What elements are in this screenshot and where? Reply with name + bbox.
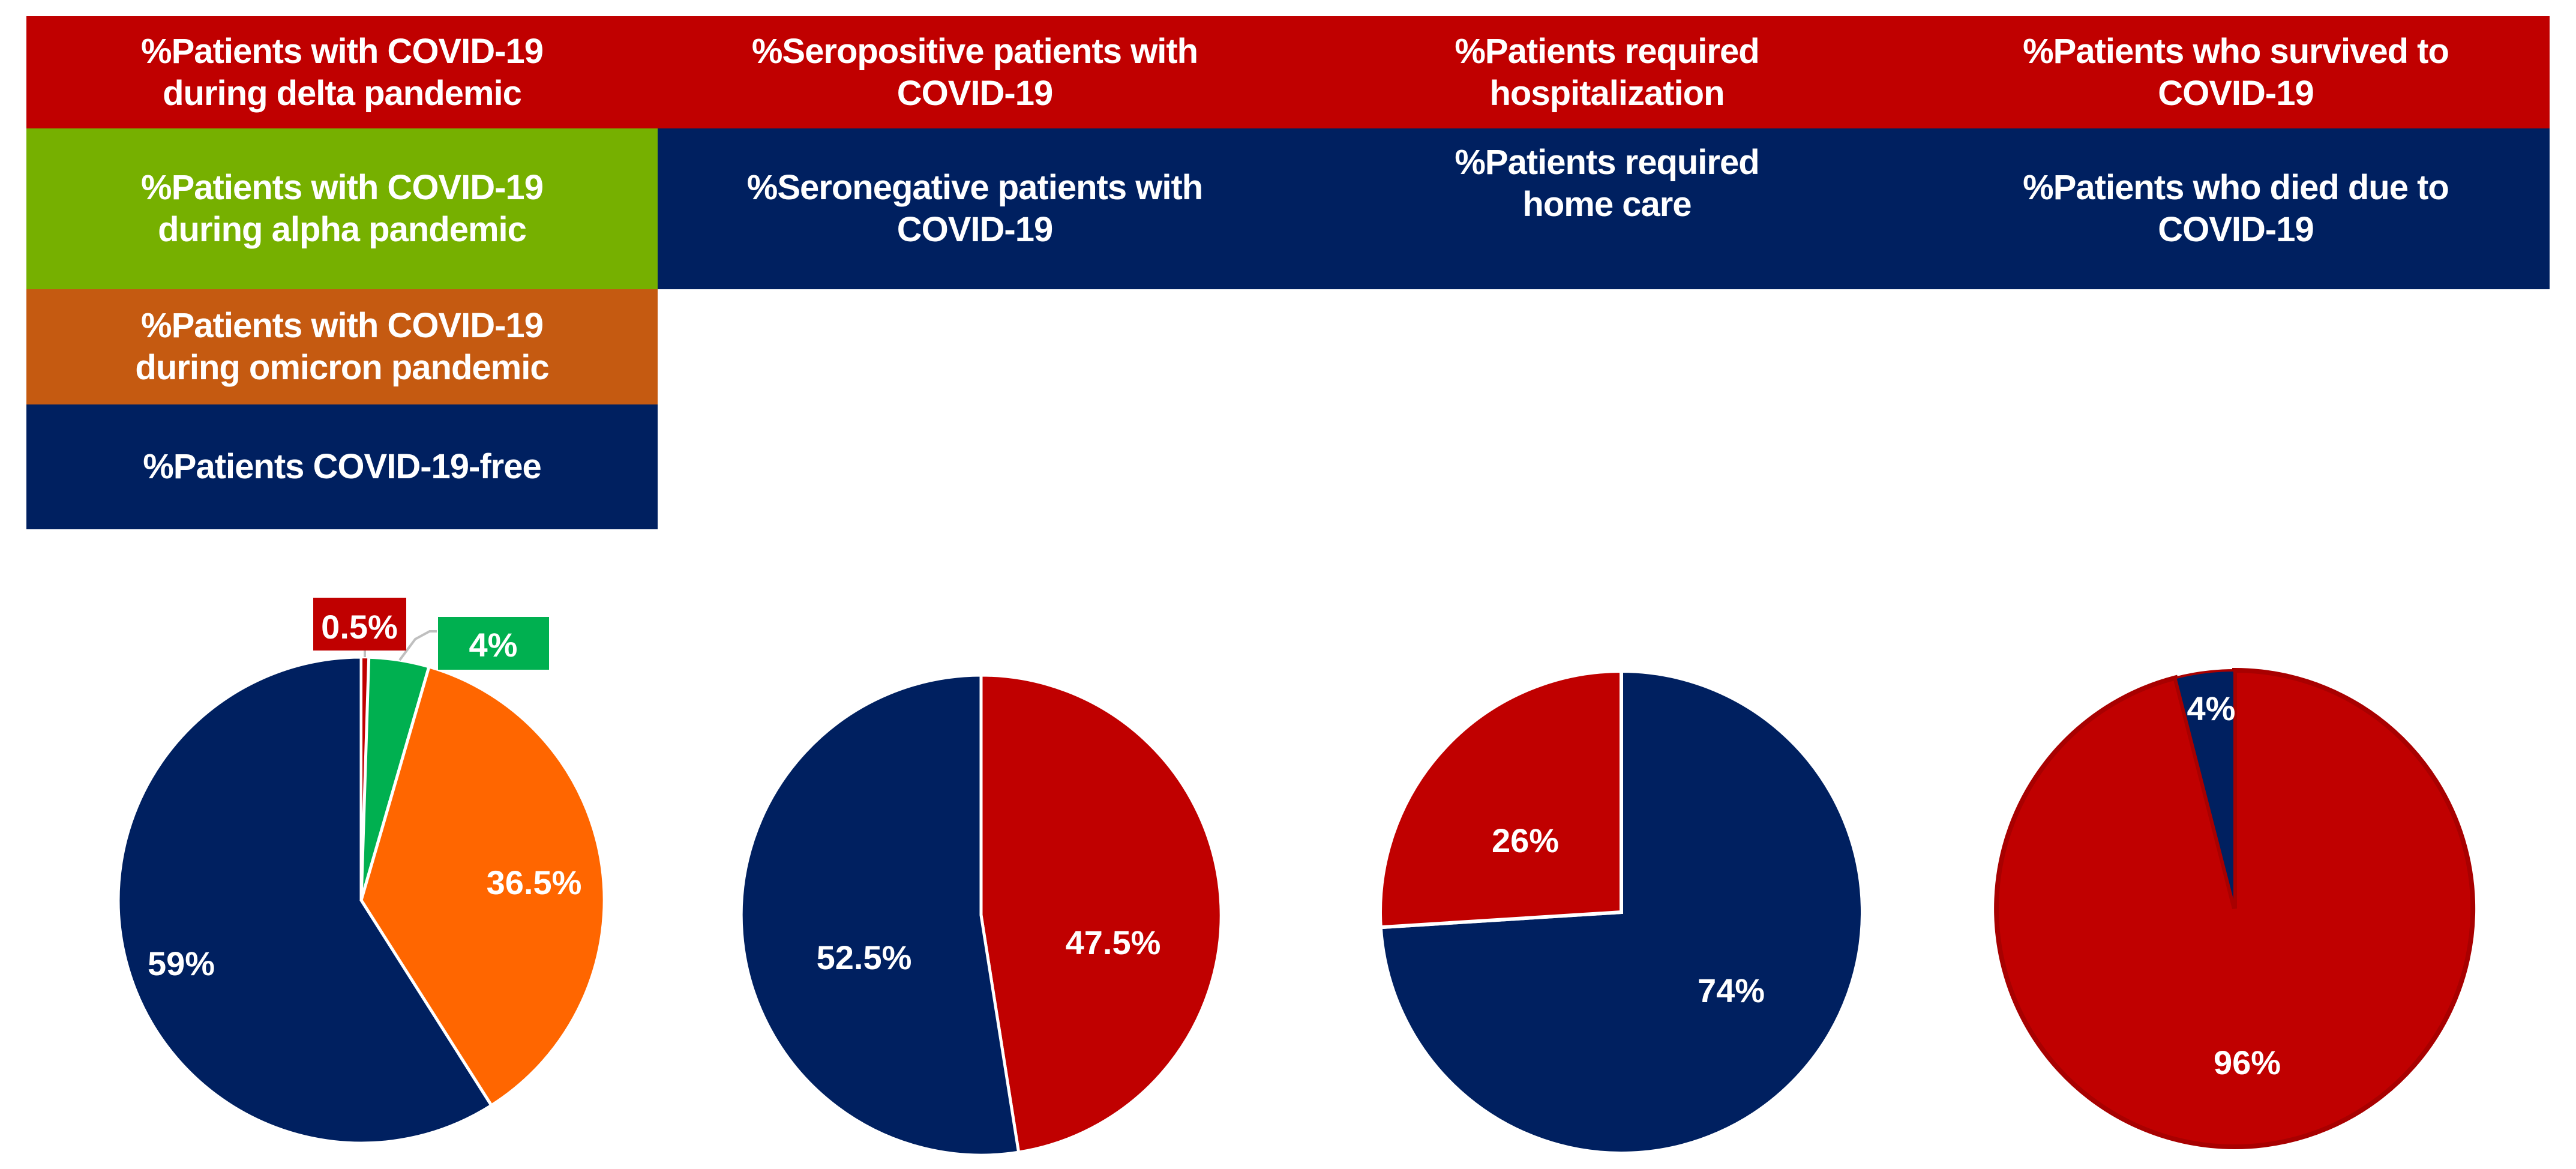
- legend-survived: %Patients who survived to COVID-19: [1922, 16, 2550, 128]
- slice-died: [2173, 669, 2236, 909]
- legend-seronegative-label: %Seronegative patients with COVID-19: [746, 168, 1203, 249]
- slice-covid-free: [116, 655, 494, 1145]
- label-died: 4%: [2187, 690, 2236, 727]
- pie-chart-variants: 0.5% 4% 36.5% 59%: [116, 598, 606, 1145]
- legend-died: %Patients who died due to COVID-19: [1922, 128, 2550, 289]
- label-box-alpha: [438, 617, 549, 670]
- slice-omicron: [359, 664, 606, 1108]
- legend-alpha-label: %Patients with COVID-19 during alpha pan…: [141, 168, 544, 249]
- legend: %Patients with COVID-19 during delta pan…: [26, 16, 2550, 529]
- legend-seronegative: %Seronegative patients with COVID-19: [658, 128, 1292, 289]
- legend-hospitalization-label: %Patients required hospitalization: [1455, 31, 1759, 113]
- pie-chart-serostatus: 47.5% 52.5%: [739, 673, 1223, 1157]
- legend-seropositive: %Seropositive patients with COVID-19: [658, 16, 1292, 128]
- label-delta: 0.5%: [321, 608, 398, 646]
- legend-delta-label: %Patients with COVID-19 during delta pan…: [141, 31, 544, 113]
- legend-died-label: %Patients who died due to COVID-19: [2023, 168, 2449, 249]
- legend-omicron-label: %Patients with COVID-19 during omicron p…: [135, 306, 549, 387]
- legend-delta: %Patients with COVID-19 during delta pan…: [26, 16, 658, 128]
- pie-chart-care: 74% 26%: [1378, 669, 1864, 1155]
- legend-covid-free-label: %Patients COVID-19-free: [143, 447, 542, 487]
- pie-chart-outcome: 4% 96%: [1994, 667, 2476, 1149]
- legend-seropositive-label: %Seropositive patients with COVID-19: [751, 31, 1198, 113]
- legend-alpha: %Patients with COVID-19 during alpha pan…: [26, 128, 658, 289]
- legend-home-care-label: %Patients required home care: [1455, 143, 1759, 224]
- slice-seronegative: [739, 673, 1021, 1157]
- label-covid-free: 59%: [148, 945, 215, 982]
- label-hospitalization: 26%: [1492, 822, 1559, 859]
- label-omicron: 36.5%: [487, 864, 582, 901]
- slice-seropositive: [979, 673, 1223, 1154]
- label-seropositive: 47.5%: [1066, 924, 1161, 961]
- label-box-delta: [313, 598, 406, 651]
- legend-home-care: %Patients required home care: [1292, 128, 1922, 289]
- legend-hospitalization: %Patients required hospitalization: [1292, 16, 1922, 128]
- legend-covid-free: %Patients COVID-19-free: [26, 404, 658, 529]
- legend-omicron: %Patients with COVID-19 during omicron p…: [26, 289, 658, 404]
- label-alpha: 4%: [469, 626, 518, 664]
- legend-survived-label: %Patients who survived to COVID-19: [2023, 31, 2449, 113]
- leader-line-alpha: [398, 630, 437, 661]
- slice-hospitalization: [1378, 669, 1623, 930]
- label-home-care: 74%: [1698, 972, 1765, 1009]
- label-survived: 96%: [2214, 1044, 2281, 1081]
- label-seronegative: 52.5%: [817, 939, 912, 976]
